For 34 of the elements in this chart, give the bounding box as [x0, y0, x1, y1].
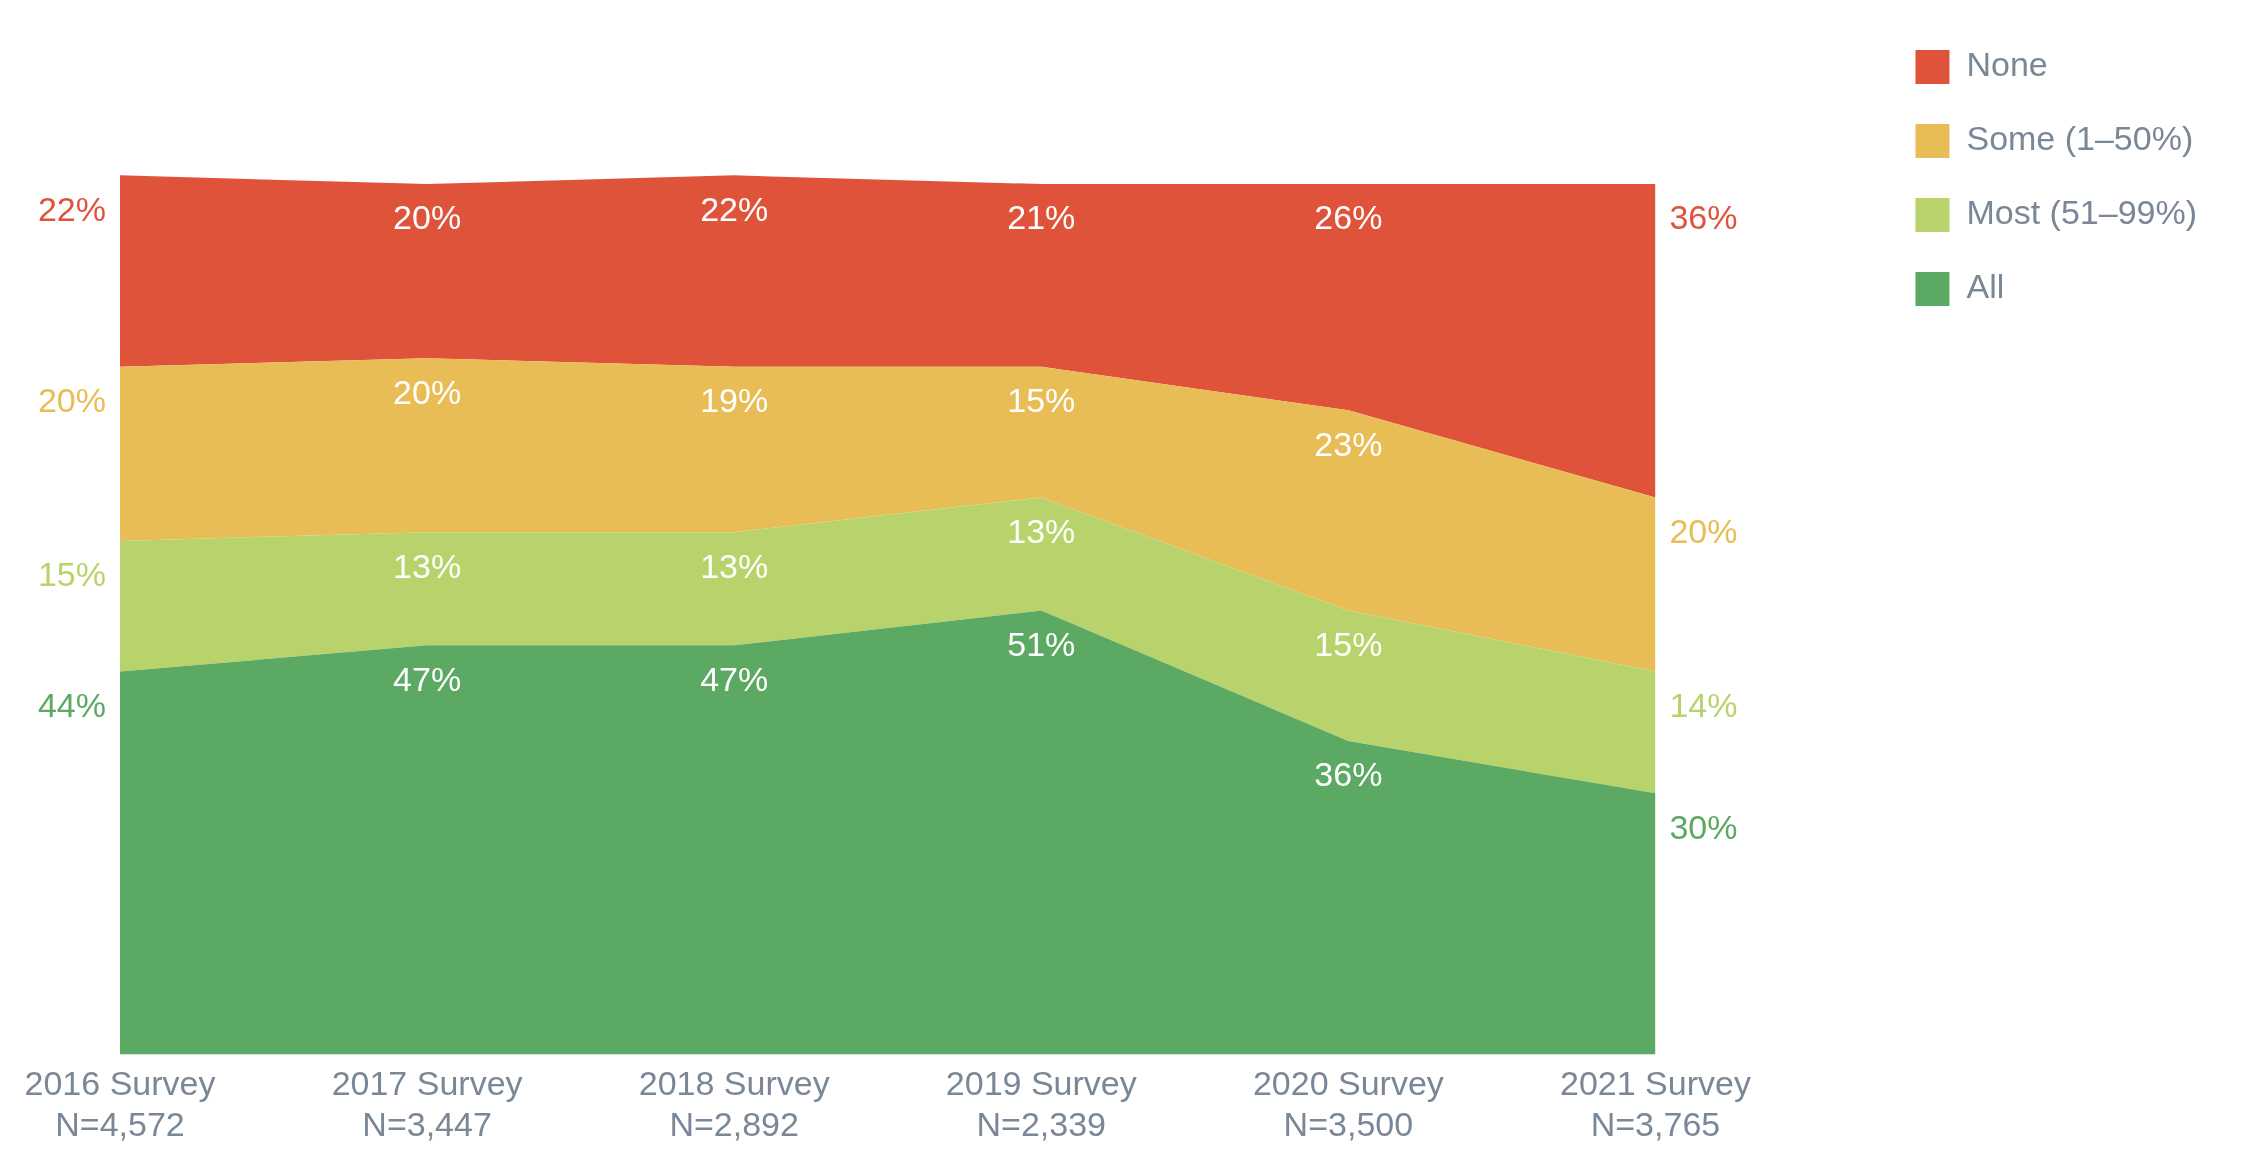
data-label: 36% [1314, 755, 1383, 794]
legend-label: All [1966, 267, 2005, 306]
data-label: 13% [700, 546, 769, 585]
data-label: 51% [1007, 624, 1076, 663]
x-tick-label: 2021 Survey N=3,765 [1560, 1064, 1751, 1143]
data-label: 22% [37, 189, 106, 228]
data-label: 47% [393, 659, 462, 698]
x-tick-label: 2019 Survey N=2,339 [945, 1064, 1137, 1143]
data-label: 14% [1669, 685, 1738, 724]
legend-label: None [1966, 45, 2048, 84]
x-tick-label: 2018 Survey N=2,892 [638, 1064, 830, 1143]
data-label: 23% [1314, 424, 1383, 463]
legend-label: Some (1–50%) [1966, 119, 2194, 158]
x-tick-label: 2016 Survey N=4,572 [24, 1064, 216, 1143]
data-label: 44% [37, 685, 106, 724]
x-tick-label: 2020 Survey N=3,500 [1252, 1064, 1444, 1143]
data-label: 20% [37, 381, 106, 420]
legend-label: Most (51–99%) [1966, 193, 2197, 232]
data-label: 15% [1007, 381, 1076, 420]
data-label: 13% [393, 546, 462, 585]
data-label: 13% [1007, 511, 1076, 550]
data-label: 21% [1007, 198, 1076, 237]
data-label: 22% [700, 189, 769, 228]
data-label: 36% [1669, 198, 1738, 237]
data-label: 15% [37, 555, 106, 594]
data-label: 30% [1669, 807, 1738, 846]
data-label: 20% [393, 372, 462, 411]
data-label: 26% [1314, 198, 1383, 237]
data-label: 20% [393, 198, 462, 237]
x-tick-label: 2017 Survey N=3,447 [331, 1064, 523, 1143]
data-label: 15% [1314, 624, 1383, 663]
data-label: 47% [700, 659, 769, 698]
data-label: 20% [1669, 511, 1738, 550]
data-label: 19% [700, 381, 769, 420]
